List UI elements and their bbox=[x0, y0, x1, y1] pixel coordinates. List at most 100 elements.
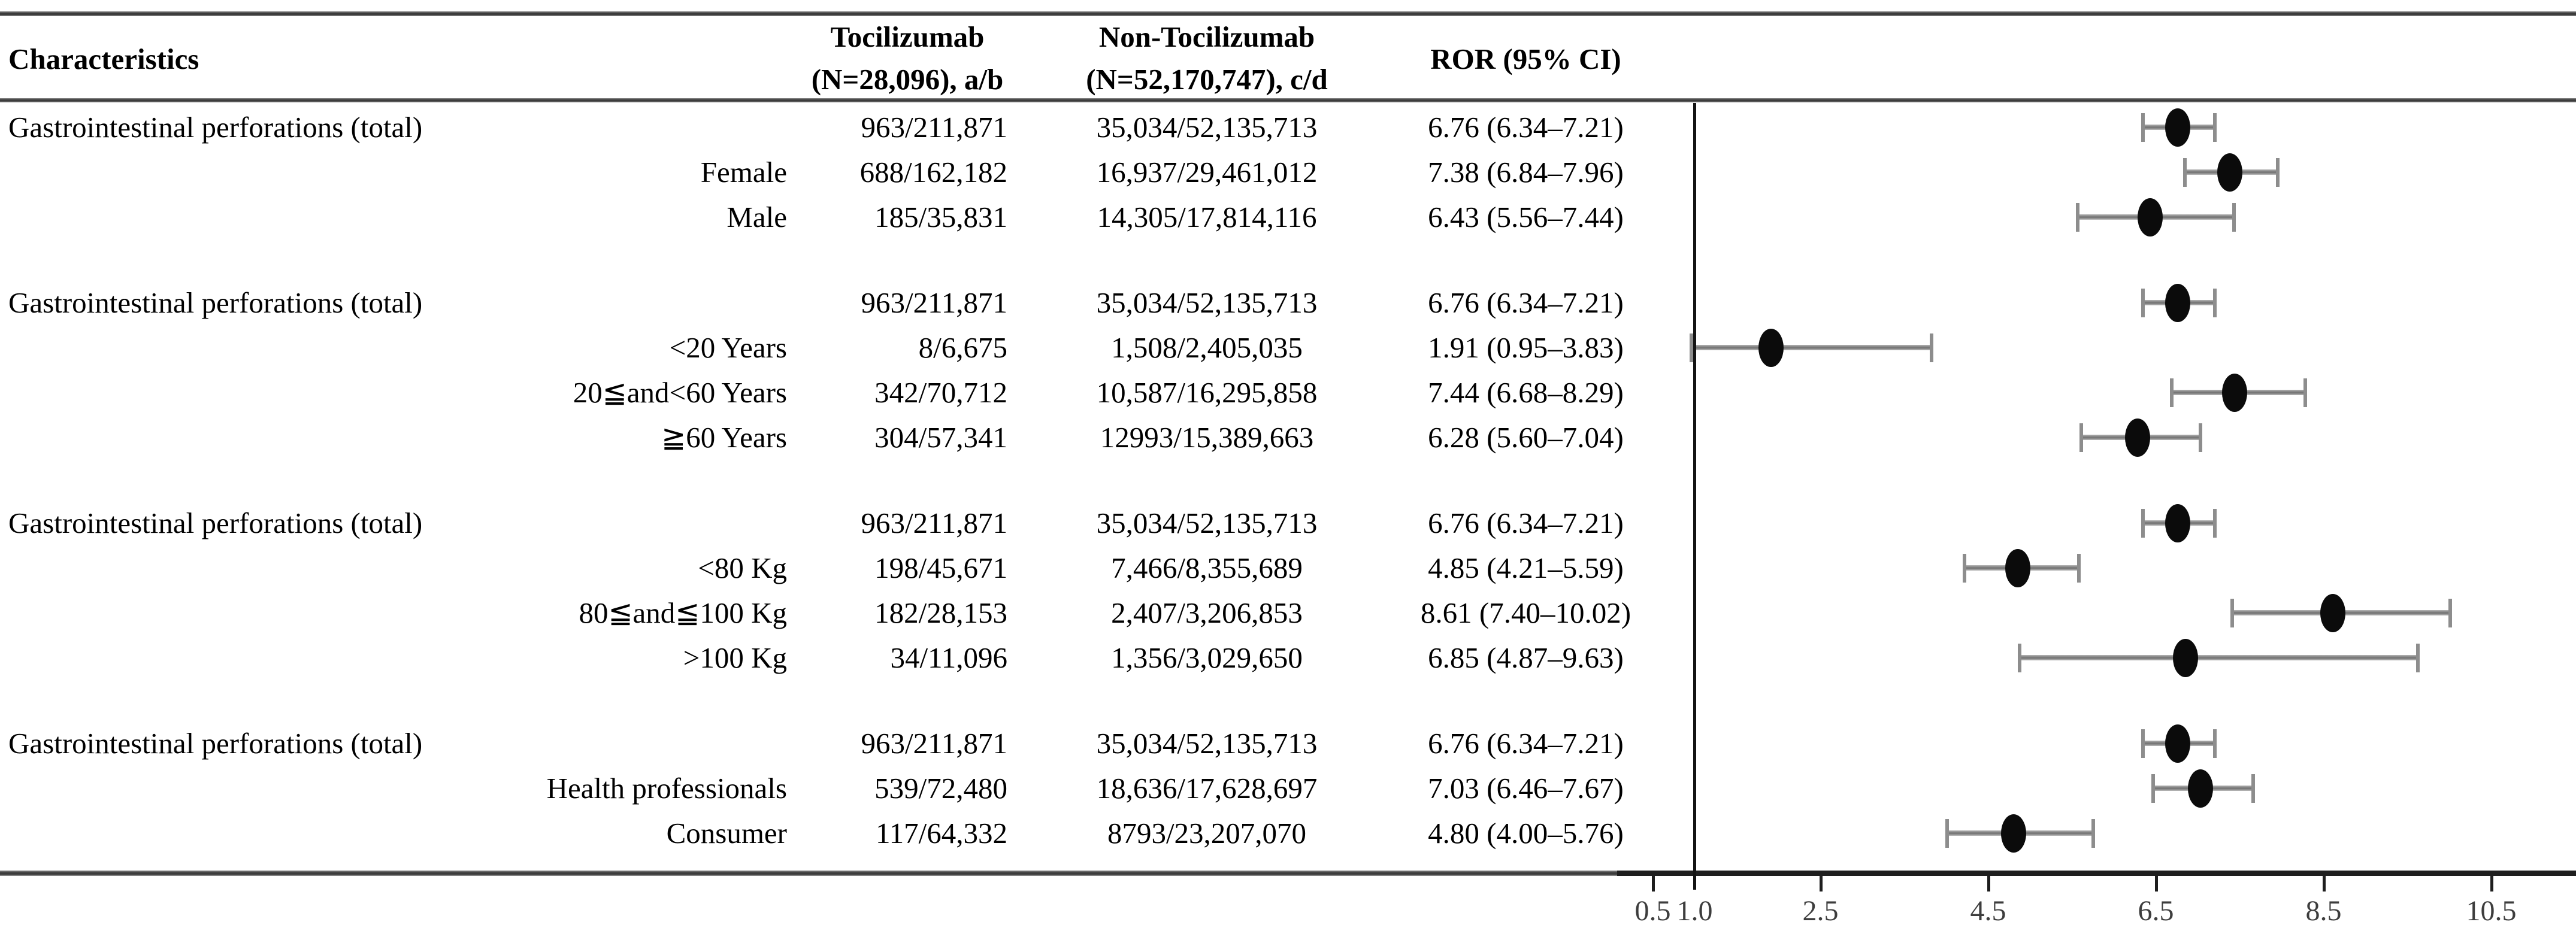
row-label: 20≦and<60 Years bbox=[573, 376, 787, 409]
row-label: Gastrointestinal perforations (total) bbox=[8, 727, 423, 760]
point-marker bbox=[2137, 198, 2163, 236]
header-rule bbox=[0, 98, 2576, 102]
x-axis-tick bbox=[2322, 876, 2326, 891]
x-axis-tick bbox=[1987, 876, 1990, 891]
table-row: Gastrointestinal perforations (total) 963… bbox=[0, 501, 2576, 545]
col-header-non-tocilizumab-line1: Non-Tocilizumab bbox=[1098, 20, 1315, 53]
reference-line-ror-1 bbox=[1693, 103, 1696, 890]
ci-cap-left bbox=[1962, 553, 1966, 583]
col-header-tocilizumab-line2: (N=28,096), a/b bbox=[811, 63, 1004, 96]
top-rule bbox=[0, 11, 2576, 16]
ci-bar bbox=[2019, 655, 2418, 660]
ror-ci-value: 7.03 (6.46–7.67) bbox=[1428, 772, 1624, 805]
tocilizumab-count: 182/28,153 bbox=[874, 596, 1007, 629]
x-axis-tick bbox=[2154, 876, 2158, 891]
point-marker bbox=[2165, 108, 2190, 147]
ci-cap-right bbox=[2212, 508, 2217, 538]
table-row: Health professionals 539/72,480 18,636/17,… bbox=[0, 766, 2576, 811]
ror-ci-value: 7.44 (6.68–8.29) bbox=[1428, 376, 1624, 409]
tocilizumab-count: 963/211,871 bbox=[861, 111, 1007, 144]
row-label: Female bbox=[700, 156, 787, 189]
non-tocilizumab-count: 2,407/3,206,853 bbox=[1111, 596, 1303, 629]
point-marker bbox=[2222, 373, 2248, 412]
table-row: <20 Years 8/6,675 1,508/2,405,035 1.91 (0.9… bbox=[0, 325, 2576, 370]
row-label: >100 Kg bbox=[683, 641, 787, 674]
point-marker bbox=[2000, 814, 2026, 853]
ci-cap-right bbox=[2232, 202, 2236, 232]
col-header-tocilizumab: Tocilizumab (N=28,096), a/b bbox=[788, 16, 1027, 101]
x-axis-tick-label: 1.0 bbox=[1676, 895, 1713, 927]
tocilizumab-count: 963/211,871 bbox=[861, 286, 1007, 319]
table-row: Gastrointestinal perforations (total) 963… bbox=[0, 105, 2576, 150]
ci-cap-left bbox=[1689, 333, 1693, 362]
row-label: Gastrointestinal perforations (total) bbox=[8, 286, 423, 319]
ci-cap-right bbox=[2091, 818, 2095, 848]
point-marker bbox=[1758, 328, 1784, 367]
ci-cap-left bbox=[2151, 774, 2155, 803]
ci-cap-right bbox=[2303, 378, 2308, 407]
table-row: Male 185/35,831 14,305/17,814,116 6.43 (5.5… bbox=[0, 195, 2576, 239]
ci-cap-right bbox=[2077, 553, 2081, 583]
tocilizumab-count: 963/211,871 bbox=[861, 507, 1007, 539]
tocilizumab-count: 963/211,871 bbox=[861, 727, 1007, 760]
non-tocilizumab-count: 1,508/2,405,035 bbox=[1111, 331, 1303, 364]
ci-cap-right bbox=[2212, 729, 2217, 758]
ci-cap-right bbox=[1929, 333, 1933, 362]
ci-cap-right bbox=[2448, 598, 2453, 627]
ci-cap-left bbox=[2141, 508, 2145, 538]
ci-cap-right bbox=[2415, 643, 2420, 672]
non-tocilizumab-count: 12993/15,389,663 bbox=[1100, 421, 1314, 454]
ror-ci-value: 1.91 (0.95–3.83) bbox=[1428, 331, 1624, 364]
non-tocilizumab-count: 18,636/17,628,697 bbox=[1096, 772, 1318, 805]
tocilizumab-count: 117/64,332 bbox=[875, 817, 1007, 850]
ci-cap-right bbox=[2275, 157, 2280, 187]
point-marker bbox=[2165, 724, 2190, 763]
tocilizumab-count: 539/72,480 bbox=[874, 772, 1007, 805]
ci-cap-right bbox=[2212, 113, 2217, 142]
row-label: Male bbox=[727, 201, 787, 234]
row-label: Consumer bbox=[666, 817, 787, 850]
col-header-non-tocilizumab-line2: (N=52,170,747), c/d bbox=[1086, 63, 1328, 96]
col-header-ror-ci: ROR (95% CI) bbox=[1430, 43, 1621, 75]
non-tocilizumab-count: 35,034/52,135,713 bbox=[1096, 507, 1318, 539]
x-axis-tick-label: 0.5 bbox=[1634, 895, 1671, 927]
non-tocilizumab-count: 35,034/52,135,713 bbox=[1096, 286, 1318, 319]
tocilizumab-count: 34/11,096 bbox=[890, 641, 1007, 674]
ci-cap-left bbox=[2079, 423, 2083, 452]
ci-cap-left bbox=[2141, 113, 2145, 142]
ror-ci-value: 7.38 (6.84–7.96) bbox=[1428, 156, 1624, 189]
row-label: <80 Kg bbox=[698, 551, 787, 584]
bottom-rule bbox=[0, 871, 2576, 876]
tocilizumab-count: 198/45,671 bbox=[874, 551, 1007, 584]
ci-bar bbox=[1690, 345, 1932, 350]
row-label: Gastrointestinal perforations (total) bbox=[8, 507, 423, 539]
non-tocilizumab-count: 16,937/29,461,012 bbox=[1096, 156, 1318, 189]
col-header-non-tocilizumab: Non-Tocilizumab (N=52,170,747), c/d bbox=[1051, 16, 1363, 101]
ror-ci-value: 6.43 (5.56–7.44) bbox=[1428, 201, 1624, 234]
ror-ci-value: 6.85 (4.87–9.63) bbox=[1428, 641, 1624, 674]
ci-cap-right bbox=[2251, 774, 2256, 803]
point-marker bbox=[2005, 548, 2030, 587]
table-row: Gastrointestinal perforations (total) 963… bbox=[0, 721, 2576, 766]
x-axis-tick bbox=[2490, 876, 2493, 891]
ci-cap-right bbox=[2199, 423, 2203, 452]
row-label: 80≦and≦100 Kg bbox=[579, 596, 788, 629]
table-row: >100 Kg 34/11,096 1,356/3,029,650 6.85 (4.8… bbox=[0, 635, 2576, 680]
col-header-characteristics: Characteristics bbox=[8, 43, 199, 75]
table-row: Consumer 117/64,332 8793/23,207,070 4.80 (4… bbox=[0, 811, 2576, 856]
ci-cap-left bbox=[2169, 378, 2174, 407]
ror-ci-value: 6.76 (6.34–7.21) bbox=[1428, 507, 1624, 539]
non-tocilizumab-count: 7,466/8,355,689 bbox=[1111, 551, 1303, 584]
ci-cap-left bbox=[2018, 643, 2022, 672]
table-row: <80 Kg 198/45,671 7,466/8,355,689 4.85 (4.2… bbox=[0, 545, 2576, 590]
ci-cap-left bbox=[2075, 202, 2079, 232]
row-label: Health professionals bbox=[546, 772, 787, 805]
ci-cap-right bbox=[2212, 288, 2217, 317]
table-row: Gastrointestinal perforations (total) 963… bbox=[0, 280, 2576, 325]
tocilizumab-count: 342/70,712 bbox=[874, 376, 1007, 409]
non-tocilizumab-count: 1,356/3,029,650 bbox=[1111, 641, 1303, 674]
x-axis-tick-label: 6.5 bbox=[2138, 895, 2174, 927]
non-tocilizumab-count: 10,587/16,295,858 bbox=[1096, 376, 1318, 409]
ror-ci-value: 6.76 (6.34–7.21) bbox=[1428, 727, 1624, 760]
